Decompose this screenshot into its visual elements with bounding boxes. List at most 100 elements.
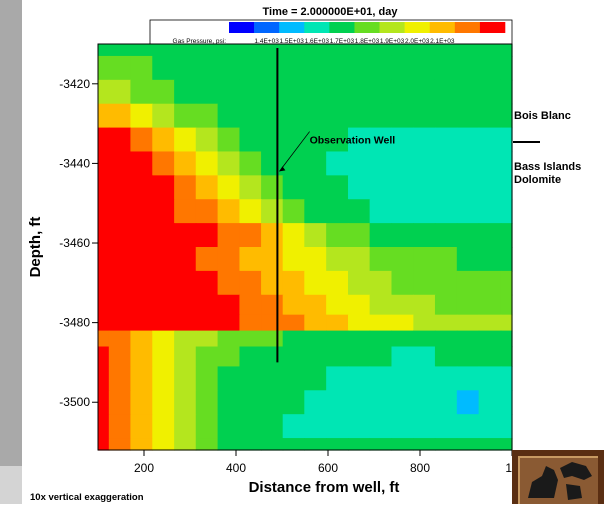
field-cell [108,330,132,348]
field-cell [434,346,458,368]
field-cell [108,390,132,415]
field-cell [500,55,513,81]
field-cell [152,151,175,176]
field-cell [348,151,371,176]
field-cell [108,346,132,368]
field-cell [348,294,371,316]
field-cell [195,294,219,316]
field-cell [478,438,502,451]
field-cell [98,199,110,224]
field-cell [456,175,480,200]
field-cell [500,414,513,439]
field-cell [174,390,197,415]
field-cell [239,438,262,451]
field-cell [369,330,393,348]
field-cell [434,79,458,105]
field-cell [413,79,436,105]
field-cell [369,294,393,316]
field-cell [282,247,305,272]
field-cell [239,330,262,348]
field-cell [261,314,284,332]
field-cell [195,247,219,272]
field-cell [261,414,284,439]
field-cell [261,366,284,391]
field-cell [108,127,132,153]
field-cell [456,199,480,224]
field-cell [98,330,110,348]
y-tick-label: -3420 [59,77,90,91]
field-cell [108,103,132,129]
field-cell [261,151,284,176]
field-cell [195,55,219,81]
field-cell [326,390,349,415]
field-cell [282,314,305,332]
field-cell [152,55,175,81]
field-cell [261,330,284,348]
field-cell [282,44,305,57]
field-cell [282,55,305,81]
legend-level-label: 2.0E+03 [405,38,430,45]
field-cell [500,294,513,316]
field-cell [174,175,197,200]
field-cell [195,390,219,415]
field-cell [434,438,458,451]
field-cell [391,414,414,439]
field-cell [348,44,371,57]
field-cell [326,366,349,391]
field-cell [174,346,197,368]
field-cell [434,175,458,200]
field-cell [326,44,349,57]
field-cell [304,414,327,439]
field-cell [391,390,414,415]
field-cell [413,127,436,153]
field-cell [326,127,349,153]
field-cell [282,366,305,391]
field-cell [326,79,349,105]
field-cell [391,366,414,391]
field-cell [413,346,436,368]
x-tick-label: 600 [318,461,338,475]
legend-level-label: 1.7E+03 [330,38,355,45]
field-cell [391,127,414,153]
field-cell [304,330,327,348]
field-cell [217,366,241,391]
field-cell [478,294,502,316]
field-cell [456,223,480,248]
field-cell [108,366,132,391]
field-cell [195,175,219,200]
field-cell [195,414,219,439]
field-cell [195,314,219,332]
field-cell [304,314,327,332]
field-cell [152,390,175,415]
legend-swatch [479,22,506,33]
field-cell [413,314,436,332]
field-cell [195,438,219,451]
field-cell [348,103,371,129]
field-cell [478,346,502,368]
field-cell [217,438,241,451]
field-cell [239,366,262,391]
field-cell [304,223,327,248]
legend-swatch [229,22,255,33]
field-cell [261,127,284,153]
legend-level-label: 1.5E+03 [280,38,305,45]
field-cell [174,223,197,248]
field-cell [456,438,480,451]
field-cell [326,414,349,439]
field-cell [217,127,241,153]
field-cell [304,127,327,153]
field-cell [282,346,305,368]
field-cell [456,414,480,439]
field-cell [261,103,284,129]
field-cell [152,270,175,296]
michigan-logo [512,450,604,504]
field-cell [174,366,197,391]
field-cell [434,127,458,153]
field-cell [174,199,197,224]
field-cell [304,175,327,200]
field-cell [108,247,132,272]
field-cell [108,55,132,81]
field-cell [217,44,241,57]
field-cell [500,151,513,176]
field-cell [98,390,110,415]
